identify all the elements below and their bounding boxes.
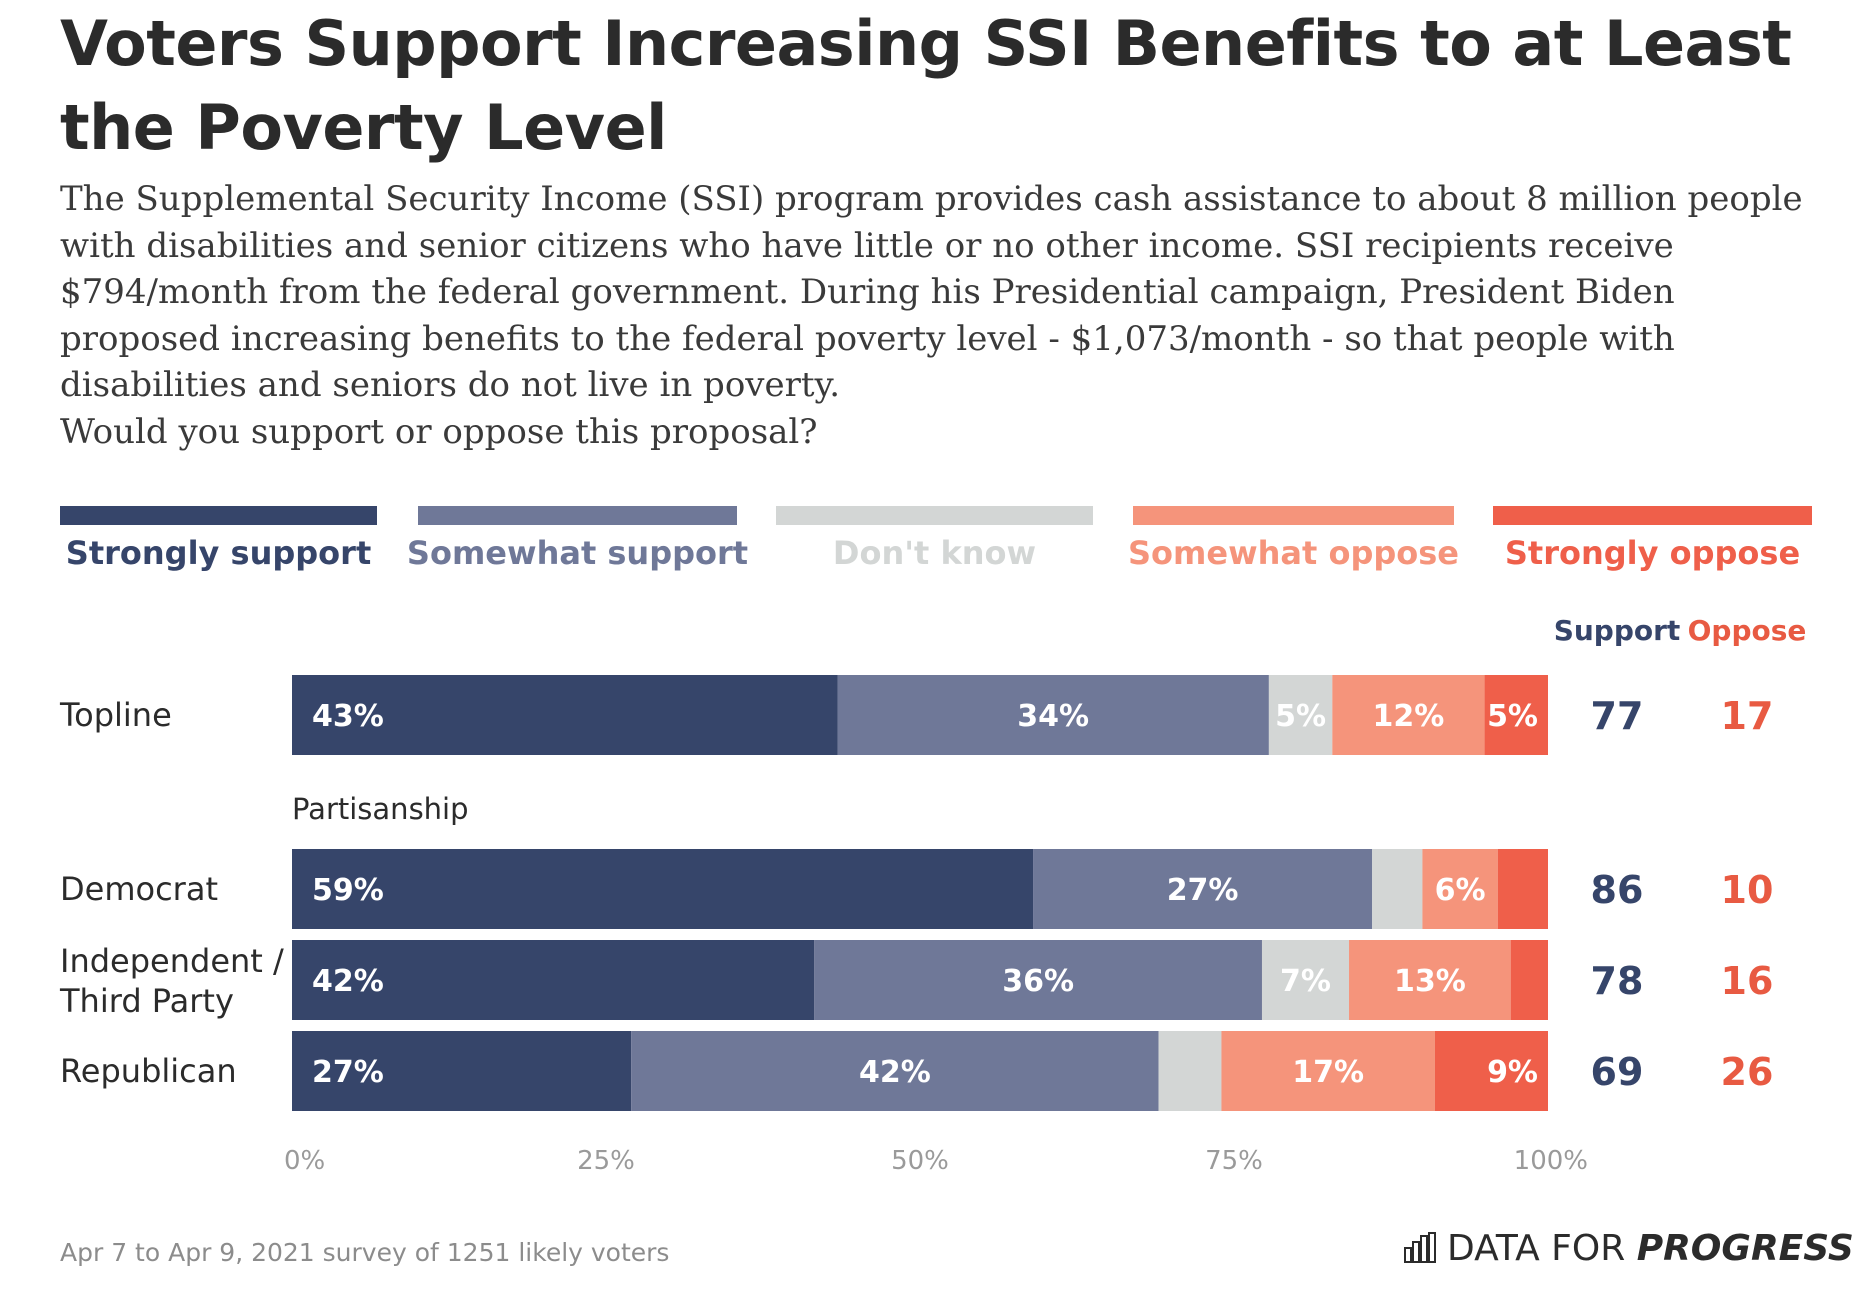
subtitle-line: proposed increasing benefits to the fede…	[60, 318, 1675, 359]
row-label: Republican	[60, 1052, 237, 1090]
bar-segment-somewhat-support	[631, 1031, 1159, 1111]
bar-segment-strongly-support	[292, 675, 838, 755]
brand-strong: PROGRESS	[1636, 1227, 1854, 1269]
row-label: Topline	[59, 696, 172, 734]
data-label: 7%	[1280, 964, 1331, 999]
row-label: Third Party	[59, 982, 234, 1020]
legend-label-strongly-support: Strongly support	[66, 534, 371, 572]
data-label: 36%	[1002, 964, 1074, 999]
chart-subtitle: The Supplemental Security Income (SSI) p…	[60, 176, 1820, 455]
survey-note: Apr 7 to Apr 9, 2021 survey of 1251 like…	[60, 1238, 670, 1267]
data-label: 6%	[1435, 873, 1486, 908]
data-label: 5%	[1487, 699, 1538, 734]
oppose-value: 10	[1721, 868, 1774, 912]
data-label: 27%	[1167, 873, 1239, 908]
subtitle-line: The Supplemental Security Income (SSI) p…	[60, 179, 1803, 219]
brand-logo: DATA FOR PROGRESS	[1403, 1226, 1854, 1270]
bar-segment-strongly-oppose	[1434, 1031, 1548, 1111]
subtitle-line: Would you support or oppose this proposa…	[60, 411, 818, 452]
chart-title: Voters Support Increasing SSI Benefits t…	[60, 7, 1792, 164]
bar-segment-strongly-oppose	[1484, 675, 1548, 755]
bar-segment-strongly-oppose	[1510, 940, 1548, 1020]
data-label: 59%	[312, 873, 384, 908]
data-label: 13%	[1394, 964, 1466, 999]
subtitle-line: disabilities and seniors do not live in …	[60, 365, 841, 405]
legend-swatch-dont-know	[776, 506, 1093, 525]
subtitle-line: with disabilities and senior citizens wh…	[60, 225, 1674, 266]
legend-swatch-somewhat-oppose	[1133, 506, 1454, 525]
data-label: 43%	[312, 699, 384, 734]
data-label: 17%	[1292, 1055, 1364, 1090]
support-header: Support	[1554, 614, 1681, 647]
x-tick-label: 100%	[1514, 1146, 1588, 1176]
bar-segment-strongly-support	[292, 849, 1034, 929]
data-label: 27%	[312, 1055, 384, 1090]
bar-segment-dont-know	[1158, 1031, 1222, 1111]
group-label-partisanship: Partisanship	[292, 792, 469, 826]
data-label: 34%	[1017, 699, 1089, 734]
legend-label-dont-know: Don't know	[833, 534, 1036, 572]
legend-swatch-somewhat-support	[418, 506, 737, 525]
bar-segment-somewhat-support	[1033, 849, 1373, 929]
brand-prefix: DATA FOR	[1447, 1227, 1626, 1269]
bar-segment-somewhat-oppose	[1349, 940, 1511, 1020]
bar-segment-somewhat-support	[814, 940, 1262, 1020]
legend-label-somewhat-support: Somewhat support	[407, 534, 748, 572]
x-tick-label: 75%	[1205, 1146, 1263, 1176]
data-label: 12%	[1373, 699, 1445, 734]
bar-segment-somewhat-oppose	[1422, 849, 1498, 929]
data-label: 42%	[312, 964, 384, 999]
bar-segment-strongly-oppose	[1497, 849, 1548, 929]
oppose-value: 26	[1721, 1050, 1774, 1094]
legend-swatch-strongly-oppose	[1493, 506, 1812, 525]
bar-segment-somewhat-support	[837, 675, 1269, 755]
x-tick-label: 50%	[891, 1146, 949, 1176]
bar-segment-dont-know	[1372, 849, 1423, 929]
bar-segment-somewhat-oppose	[1332, 675, 1485, 755]
subtitle-line: $794/month from the federal government. …	[60, 272, 1675, 312]
legend-label-somewhat-oppose: Somewhat oppose	[1128, 534, 1459, 572]
legend-swatch-strongly-support	[60, 506, 377, 525]
oppose-value: 16	[1721, 959, 1774, 1003]
data-label: 42%	[859, 1055, 931, 1090]
bar-segment-somewhat-oppose	[1221, 1031, 1435, 1111]
row-label: Independent /	[60, 942, 284, 980]
legend-label-strongly-oppose: Strongly oppose	[1505, 534, 1800, 572]
x-tick-label: 25%	[577, 1146, 635, 1176]
support-value: 78	[1591, 959, 1644, 1003]
row-label: Democrat	[60, 870, 218, 908]
data-label: 9%	[1487, 1055, 1538, 1090]
bar-segment-dont-know	[1268, 675, 1333, 755]
support-value: 69	[1591, 1050, 1644, 1094]
support-value: 77	[1591, 694, 1644, 738]
bar-segment-dont-know	[1261, 940, 1350, 1020]
data-label: 5%	[1275, 699, 1326, 734]
oppose-value: 17	[1721, 694, 1774, 738]
support-value: 86	[1591, 868, 1644, 912]
bar-chart-logo-icon	[1404, 1232, 1436, 1263]
x-tick-label: 0%	[284, 1146, 325, 1176]
oppose-header: Oppose	[1688, 614, 1807, 647]
bar-segment-strongly-support	[292, 940, 815, 1020]
stacked-bar-chart: Strongly support Somewhat support Don't kn…	[59, 506, 1812, 1176]
bar-segment-strongly-support	[292, 1031, 632, 1111]
